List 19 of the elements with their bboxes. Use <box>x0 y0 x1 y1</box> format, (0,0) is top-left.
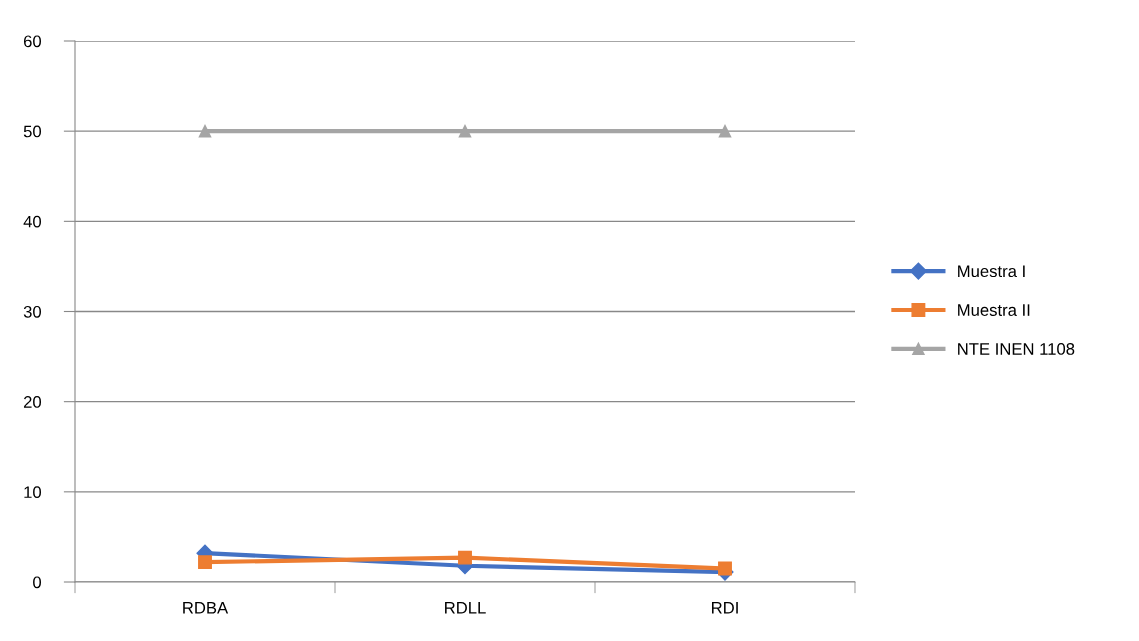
y-tick-label: 10 <box>24 486 42 499</box>
point <box>458 550 472 565</box>
point <box>198 124 212 138</box>
y-tick-label: 20 <box>23 396 42 408</box>
legend-label: Muestra II <box>958 304 1030 316</box>
y-tick-label: 0 <box>33 576 42 589</box>
x-tick-label: RDI <box>712 602 738 614</box>
x-tick-label: RDLL <box>445 602 486 614</box>
y-tick-label: 60 <box>23 35 42 48</box>
x-tick-label: RDBA <box>183 602 229 614</box>
y-tick-label: 30 <box>23 305 42 318</box>
point <box>198 555 212 570</box>
point <box>458 124 472 138</box>
y-tick-label: 50 <box>23 125 42 138</box>
point <box>718 561 732 576</box>
point <box>718 124 732 138</box>
y-tick-label: 40 <box>23 215 42 228</box>
legend-label: NTE INEN 1108 <box>958 343 1075 355</box>
legend-label: Muestra I <box>958 265 1025 278</box>
